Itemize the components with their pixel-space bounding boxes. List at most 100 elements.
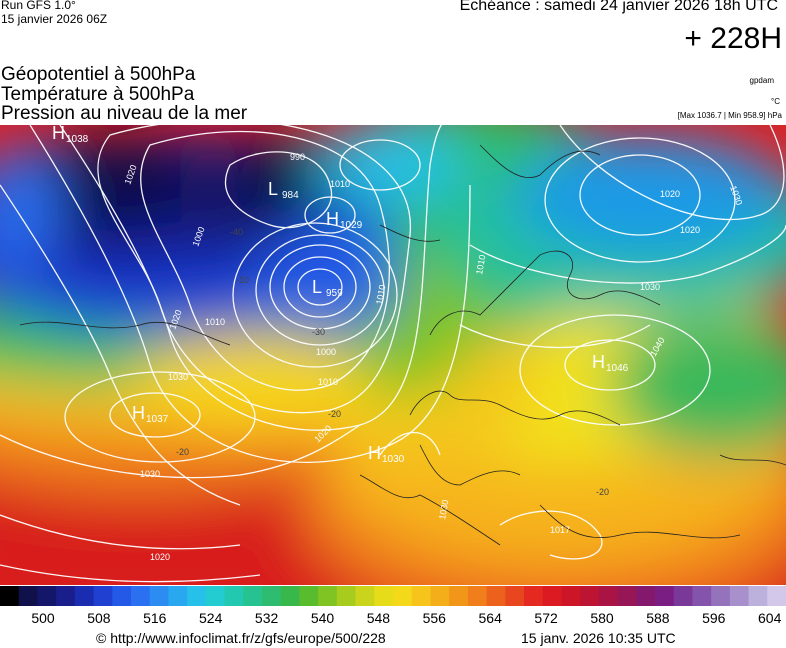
- color-scale-swatch: [673, 586, 694, 606]
- pressure-center-value: 1029: [340, 220, 363, 231]
- unit-celsius: °C: [771, 97, 780, 106]
- color-scale-swatch: [37, 586, 57, 606]
- color-scale-swatch: [318, 586, 338, 606]
- isobar-label: 1010: [205, 317, 225, 327]
- color-scale-tick-label: 604: [758, 610, 782, 626]
- color-scale-swatch: [187, 586, 207, 606]
- isobar-label: 1010: [318, 377, 338, 387]
- color-scale-swatch: [112, 586, 132, 606]
- pressure-center-high: H: [326, 209, 339, 229]
- isobar-label: 1030: [437, 499, 450, 520]
- color-scale-swatch: [280, 586, 301, 606]
- pressure-range: [Max 1036.7 | Min 958.9] hPa: [677, 111, 782, 120]
- isobar-label: 1020: [680, 225, 700, 235]
- color-scale-swatch: [262, 586, 282, 606]
- color-scale-swatch: [711, 586, 731, 606]
- color-scale-swatch: [729, 586, 750, 606]
- color-scale-swatch: [355, 586, 375, 606]
- color-scale-swatch: [149, 586, 170, 606]
- color-scale-tick-label: 540: [310, 610, 335, 626]
- color-scale-tick-label: 508: [87, 610, 111, 626]
- isobar-label: 990: [290, 152, 305, 162]
- pressure-center-low: L: [312, 277, 322, 297]
- color-scale-tick-label: 596: [702, 610, 726, 626]
- pressure-center-value: 959: [326, 288, 343, 299]
- color-scale-swatch: [524, 586, 544, 606]
- color-scale-swatch: [374, 586, 394, 606]
- run-label: Run GFS 1.0°: [1, 0, 76, 12]
- color-scale-tick-label: 532: [254, 610, 279, 626]
- isobars: [0, 125, 786, 583]
- weather-map: H 1038 L 984 H 1029 L 959 H 1037 H 1030 …: [0, 125, 786, 585]
- color-scale-swatch: [74, 586, 95, 606]
- color-scale: [0, 586, 786, 606]
- unit-gpdam: gpdam: [749, 76, 774, 85]
- isobar-label: 1000: [316, 347, 336, 357]
- color-scale-swatch: [505, 586, 525, 606]
- generated-timestamp: 15 janv. 2026 10:35 UTC: [521, 630, 676, 646]
- color-scale-swatch: [692, 586, 712, 606]
- lead-time: + 228H: [684, 22, 782, 55]
- isobar-label: 1030: [640, 282, 660, 292]
- pressure-center-high: H: [368, 443, 381, 463]
- color-scale-tick-label: 524: [199, 610, 223, 626]
- title-temperature: Température à 500hPa: [1, 84, 195, 105]
- color-scale-swatch: [542, 586, 563, 606]
- color-scale-swatch: [580, 586, 600, 606]
- pressure-center-high: H: [592, 352, 605, 372]
- geopotential-field: [0, 125, 786, 585]
- temperature-label: -20: [176, 447, 189, 457]
- pressure-center-value: 1030: [382, 454, 405, 465]
- pressure-center-low: L: [268, 179, 278, 199]
- color-scale-swatch: [224, 586, 244, 606]
- temperature-label: -30: [312, 327, 325, 337]
- color-scale-swatch: [655, 586, 675, 606]
- color-scale-swatch: [748, 586, 768, 606]
- color-scale-swatch: [393, 586, 413, 606]
- color-scale-tick-label: 572: [534, 610, 558, 626]
- run-date: 15 janvier 2026 06Z: [1, 12, 108, 26]
- isobar-label: 1020: [150, 552, 170, 562]
- color-scale-swatch: [617, 586, 637, 606]
- color-scale-tick-label: 588: [646, 610, 670, 626]
- color-scale-swatch: [598, 586, 619, 606]
- color-scale-swatch: [430, 586, 450, 606]
- isobar-label: 1020: [660, 189, 680, 199]
- color-scale-swatch: [767, 586, 786, 606]
- color-scale-swatch: [18, 586, 39, 606]
- pressure-center-value: 1037: [146, 414, 169, 425]
- color-scale-tick-label: 556: [422, 610, 446, 626]
- color-scale-tick-label: 580: [590, 610, 614, 626]
- color-scale-swatch: [93, 586, 113, 606]
- copyright-url: © http://www.infoclimat.fr/z/gfs/europe/…: [96, 630, 386, 646]
- title-pressure: Pression au niveau de la mer: [1, 103, 248, 124]
- temperature-labels: -40 -30 -20 -20 -20 -10: [176, 227, 609, 497]
- color-scale-swatch: [56, 586, 76, 606]
- pressure-center-value: 1046: [606, 363, 629, 374]
- temperature-label: -10: [236, 275, 249, 285]
- color-scale-swatch: [168, 586, 188, 606]
- pressure-center-high: H: [132, 403, 145, 423]
- echeance-label: Echéance : samedi 24 janvier 2026 18h UT…: [459, 0, 778, 14]
- isobar-label: 1010: [330, 179, 350, 189]
- pressure-center-high: H: [52, 125, 65, 143]
- color-scale-swatch: [467, 586, 488, 606]
- color-scale-swatch: [243, 586, 263, 606]
- isobar-label: 1010: [474, 254, 487, 275]
- color-scale-swatch: [561, 586, 581, 606]
- temperature-label: -20: [328, 409, 341, 419]
- color-scale-tick-label: 500: [31, 610, 55, 626]
- temperature-label: -40: [230, 227, 243, 237]
- pressure-centers: H 1038 L 984 H 1029 L 959 H 1037 H 1030 …: [52, 125, 629, 465]
- color-scale-swatch: [486, 586, 506, 606]
- temperature-label: -20: [596, 487, 609, 497]
- coastlines: [19, 144, 786, 546]
- color-scale-swatch: [0, 586, 20, 606]
- isobar-label: 1017: [550, 525, 570, 535]
- color-scale-tick-label: 564: [478, 610, 502, 626]
- color-scale-swatch: [449, 586, 469, 606]
- pressure-center-value: 1038: [66, 134, 89, 145]
- isobar-label: 1010: [374, 284, 387, 305]
- color-scale-swatch: [131, 586, 151, 606]
- pressure-center-value: 984: [282, 190, 299, 201]
